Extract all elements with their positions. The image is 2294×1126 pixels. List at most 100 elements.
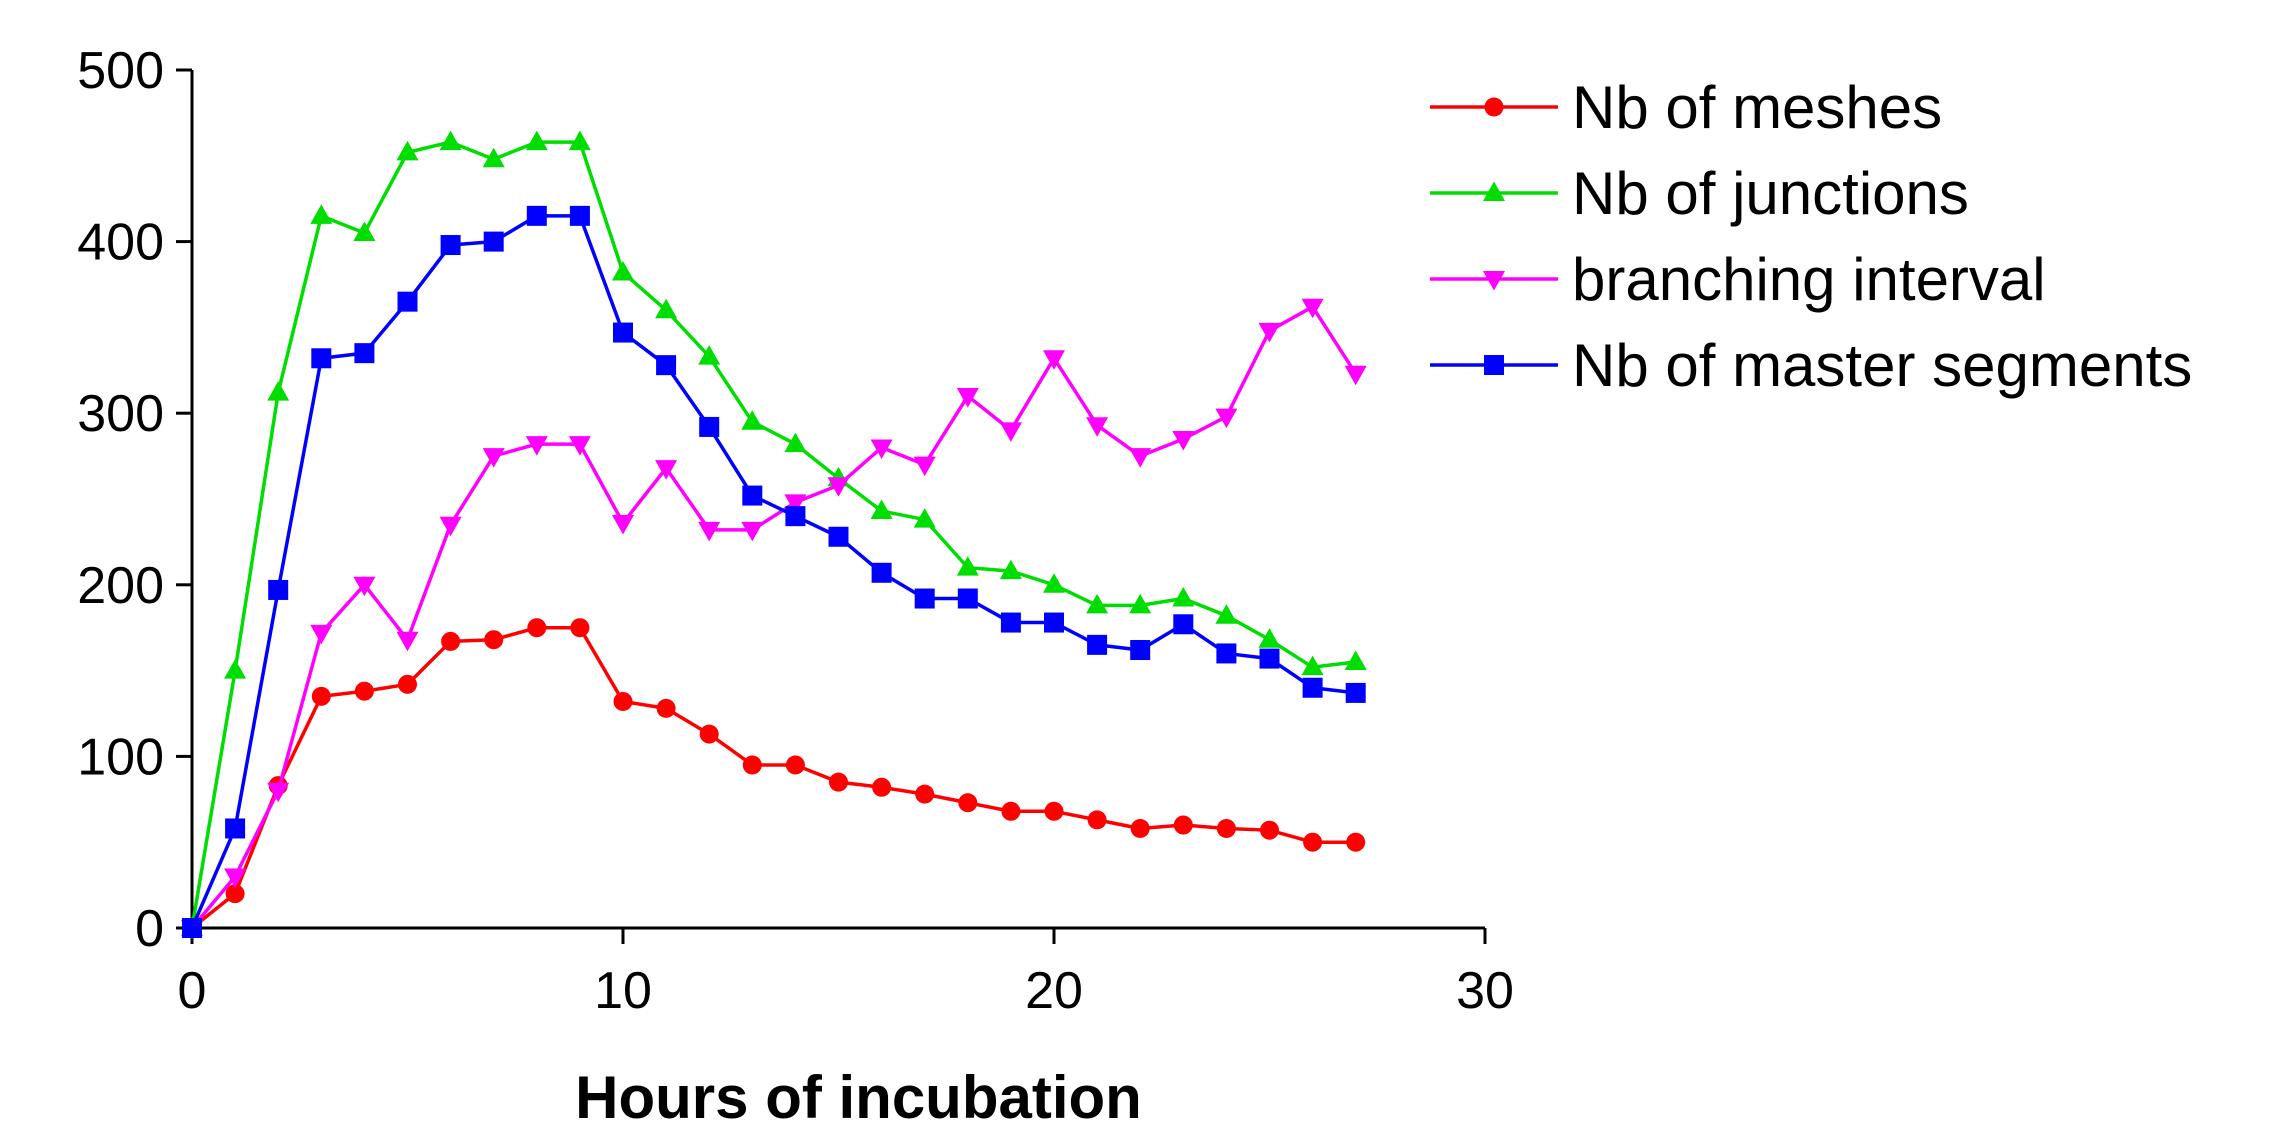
data-point-branching-interval (741, 521, 764, 542)
y-tick-label: 100 (77, 728, 164, 786)
data-point-nb-of-meshes (1260, 820, 1279, 840)
x-tick-label: 0 (178, 962, 207, 1020)
data-point-nb-of-meshes (225, 884, 245, 904)
data-point-branching-interval (1129, 448, 1152, 468)
legend-item-nb-of-master-segments: Nb of master segments (1430, 332, 2192, 399)
data-point-branching-interval (482, 448, 505, 468)
series-nb-of-master-segments (182, 205, 1366, 938)
y-ticks: 0 100 200 300 400 500 (77, 42, 192, 958)
data-point-nb-of-junctions (439, 130, 462, 151)
data-point-nb-of-meshes (1346, 832, 1366, 852)
legend-marker (1483, 181, 1505, 201)
data-point-nb-of-master-segments (1044, 612, 1064, 633)
data-point-branching-interval (956, 388, 979, 408)
data-point-nb-of-junctions (1301, 655, 1324, 676)
data-point-nb-of-master-segments (871, 562, 892, 583)
data-point-nb-of-master-segments (483, 231, 504, 252)
data-point-nb-of-junctions (1172, 587, 1195, 607)
series-line-nb-of-junctions (190, 140, 1356, 929)
y-tick-label: 0 (135, 900, 164, 958)
data-point-nb-of-master-segments (1302, 677, 1323, 698)
data-point-nb-of-meshes (398, 674, 417, 694)
data-point-nb-of-meshes (829, 772, 848, 792)
data-point-nb-of-junctions (612, 260, 634, 281)
data-point-branching-interval (784, 494, 807, 514)
data-point-nb-of-meshes (742, 755, 762, 775)
data-point-nb-of-master-segments (914, 588, 935, 609)
data-point-nb-of-master-segments (311, 348, 332, 369)
data-point-branching-interval (913, 456, 936, 477)
x-ticks: 0 10 20 30 (178, 928, 1514, 1020)
data-point-nb-of-junctions (1344, 650, 1367, 671)
data-point-branching-interval (1258, 322, 1281, 343)
data-point-nb-of-master-segments (569, 205, 590, 226)
data-point-nb-of-meshes (484, 630, 504, 650)
data-point-nb-of-master-segments (785, 506, 806, 527)
data-point-nb-of-master-segments (397, 291, 418, 312)
data-point-nb-of-junctions (784, 432, 807, 453)
legend-label: Nb of meshes (1572, 74, 1942, 141)
data-point-nb-of-junctions (741, 410, 764, 430)
series-line-branching-interval (190, 305, 1358, 930)
data-point-branching-interval (1215, 408, 1238, 429)
series-line-nb-of-meshes (190, 625, 1356, 930)
data-point-nb-of-meshes (1044, 801, 1064, 821)
data-point-branching-interval (1172, 430, 1195, 451)
data-point-nb-of-junctions (655, 298, 678, 319)
data-point-nb-of-meshes (656, 698, 676, 718)
legend-item-branching-interval: branching interval (1430, 246, 2046, 313)
data-point-nb-of-junctions (1129, 593, 1152, 614)
data-point-branching-interval (999, 422, 1022, 442)
y-tick-label: 300 (77, 385, 164, 443)
data-point-nb-of-meshes (915, 784, 935, 804)
x-tick-label: 30 (1456, 962, 1514, 1020)
series-nb-of-meshes (182, 618, 1366, 938)
data-point-nb-of-master-segments (699, 416, 720, 437)
data-point-nb-of-master-segments (742, 485, 763, 506)
data-point-branching-interval (396, 631, 419, 652)
data-point-branching-interval (353, 576, 376, 597)
data-point-nb-of-meshes (613, 691, 633, 711)
series-layer (181, 130, 1367, 940)
data-point-nb-of-junctions (1086, 593, 1109, 614)
data-point-nb-of-master-segments (656, 355, 677, 376)
series-branching-interval (181, 298, 1367, 940)
data-point-branching-interval (525, 436, 548, 456)
data-point-nb-of-master-segments (1130, 640, 1151, 661)
x-axis-title: Hours of incubation (575, 1064, 1142, 1126)
series-nb-of-junctions (181, 130, 1367, 936)
data-point-branching-interval (612, 515, 634, 535)
data-point-nb-of-master-segments (613, 322, 633, 343)
data-point-branching-interval (655, 460, 678, 480)
data-point-branching-interval (827, 477, 850, 497)
data-point-nb-of-master-segments (354, 343, 375, 364)
legend-marker (1483, 271, 1505, 291)
legend-label: branching interval (1572, 246, 2046, 313)
data-point-nb-of-master-segments (1259, 648, 1280, 669)
data-point-nb-of-master-segments (828, 526, 849, 547)
data-point-nb-of-meshes (311, 686, 331, 706)
data-point-nb-of-junctions (482, 147, 505, 168)
data-point-branching-interval (439, 516, 462, 537)
data-point-nb-of-master-segments (1345, 682, 1366, 703)
data-point-nb-of-master-segments (1000, 612, 1021, 633)
data-point-nb-of-junctions (525, 130, 548, 151)
y-tick-label: 400 (77, 214, 164, 272)
x-tick-label: 10 (594, 962, 652, 1020)
data-point-branching-interval (1086, 417, 1109, 437)
data-point-branching-interval (870, 439, 893, 460)
data-point-nb-of-meshes (1130, 818, 1150, 838)
data-point-nb-of-meshes (699, 724, 719, 744)
series-line-nb-of-master-segments (190, 214, 1356, 929)
data-point-nb-of-master-segments (225, 818, 246, 839)
legend-marker (1484, 97, 1504, 117)
data-point-branching-interval (267, 782, 290, 803)
data-point-nb-of-junctions (1215, 604, 1238, 624)
data-point-nb-of-meshes (1303, 832, 1323, 852)
legend-item-nb-of-junctions: Nb of junctions (1430, 160, 1969, 227)
legend-marker (1484, 355, 1504, 375)
data-point-nb-of-master-segments (1087, 634, 1108, 655)
data-point-nb-of-junctions (698, 345, 721, 365)
legend-label: Nb of master segments (1572, 332, 2192, 399)
data-point-nb-of-meshes (1087, 810, 1107, 830)
